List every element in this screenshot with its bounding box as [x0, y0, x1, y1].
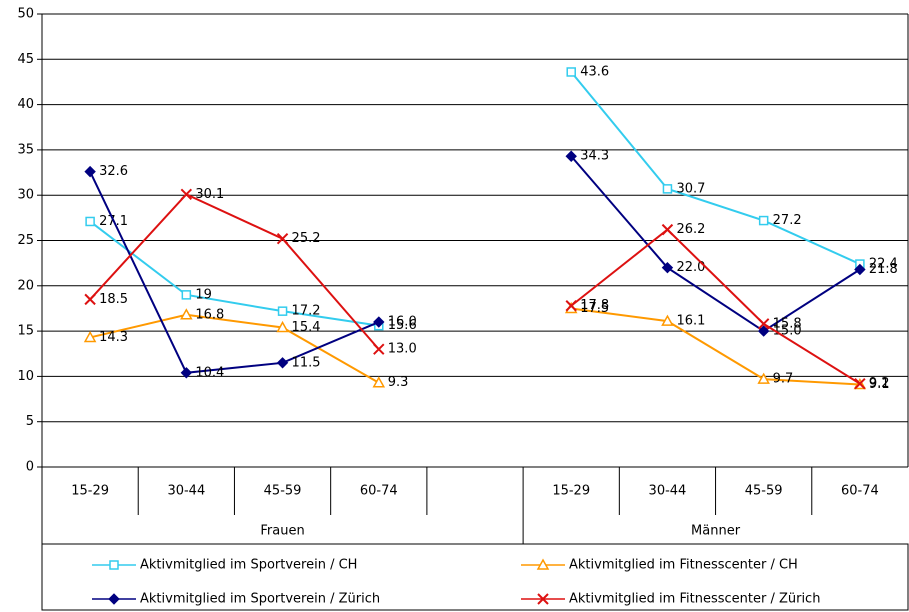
series-line — [89, 307, 860, 386]
y-tick-label: 25 — [17, 233, 34, 248]
legend-marker — [536, 558, 550, 570]
series-line — [89, 71, 861, 327]
y-tick-label: 20 — [17, 278, 34, 293]
x-tick-label: 45-59 — [745, 484, 783, 499]
marker — [180, 308, 193, 320]
x-tick-label: 60-74 — [841, 484, 879, 499]
group-label: Männer — [691, 524, 741, 539]
marker — [180, 188, 193, 201]
series-line — [89, 155, 861, 374]
legend-marker — [109, 560, 119, 570]
group-label: Frauen — [260, 524, 304, 539]
y-tick-label: 0 — [26, 460, 34, 475]
marker — [85, 216, 95, 227]
marker — [180, 367, 193, 379]
marker — [662, 184, 673, 194]
y-tick-label: 50 — [17, 7, 34, 22]
y-tick-label: 45 — [17, 52, 34, 67]
marker — [373, 316, 385, 328]
y-tick-label: 5 — [26, 414, 34, 429]
marker — [757, 372, 770, 384]
marker — [84, 165, 96, 178]
x-tick-label: 15-29 — [71, 484, 109, 499]
legend-label: Aktivmitglied im Fitnesscenter / Zürich — [569, 592, 820, 607]
marker — [83, 330, 97, 343]
marker — [854, 263, 866, 276]
marker — [757, 325, 770, 337]
marker — [757, 318, 770, 330]
data-label: 34.3 — [580, 149, 609, 164]
data-label: 15.8 — [773, 316, 802, 331]
marker — [758, 215, 769, 226]
marker — [373, 343, 385, 355]
data-label: 30.1 — [195, 187, 224, 202]
marker — [565, 300, 577, 312]
marker — [854, 377, 866, 390]
legend — [41, 543, 909, 611]
marker — [661, 223, 674, 236]
data-label: 16.8 — [195, 307, 224, 322]
x-tick-label: 15-29 — [552, 484, 590, 499]
marker — [372, 376, 386, 388]
data-label: 16.1 — [676, 314, 705, 329]
marker — [276, 320, 289, 333]
y-tick-label: 35 — [17, 142, 34, 157]
data-label: 17.2 — [292, 304, 321, 319]
data-label: 27.2 — [773, 213, 802, 228]
legend-marker — [108, 593, 120, 605]
legend-label: Aktivmitglied im Sportverein / Zürich — [140, 592, 380, 607]
data-label: 18.5 — [99, 292, 128, 307]
data-label: 10.4 — [195, 365, 224, 380]
x-tick-label: 60-74 — [360, 484, 398, 499]
data-label: 22.4 — [869, 257, 898, 272]
data-label: 19 — [195, 287, 212, 302]
y-tick-label: 40 — [17, 97, 34, 112]
legend-marker — [537, 593, 549, 605]
marker — [276, 357, 289, 369]
data-label: 11.5 — [292, 355, 321, 370]
marker — [565, 150, 577, 162]
data-label: 9.3 — [388, 375, 409, 390]
data-label: 25.2 — [292, 231, 321, 246]
data-label: 9.2 — [869, 376, 890, 391]
marker — [566, 67, 576, 77]
legend-label: Aktivmitglied im Sportverein / CH — [140, 558, 357, 573]
x-tick-label: 30-44 — [167, 484, 205, 499]
marker — [181, 290, 192, 300]
y-tick-label: 10 — [17, 369, 34, 384]
data-label: 15.4 — [292, 320, 321, 335]
marker — [661, 261, 674, 274]
data-label: 14.3 — [99, 330, 128, 345]
data-label: 32.6 — [99, 164, 128, 179]
data-label: 21.8 — [869, 262, 898, 277]
x-tick-label: 30-44 — [649, 484, 687, 499]
series-line — [89, 193, 861, 385]
marker — [84, 293, 96, 306]
data-label: 43.6 — [580, 64, 609, 79]
data-label: 9.7 — [773, 372, 794, 387]
data-label: 17.8 — [580, 298, 609, 313]
data-label: 9.1 — [869, 377, 890, 392]
data-label: 17.5 — [580, 301, 609, 316]
marker — [277, 306, 288, 316]
legend-label: Aktivmitglied im Fitnesscenter / CH — [569, 558, 798, 573]
data-label: 26.2 — [676, 222, 705, 237]
data-label: 16.0 — [388, 315, 417, 330]
data-label: 22.0 — [676, 260, 705, 275]
marker — [276, 232, 289, 245]
data-label: 30.7 — [676, 181, 705, 196]
data-label: 13.0 — [388, 342, 417, 357]
marker — [661, 314, 674, 326]
y-tick-label: 30 — [17, 188, 34, 203]
y-tick-label: 15 — [17, 324, 34, 339]
data-label: 15.6 — [388, 318, 417, 333]
x-tick-label: 45-59 — [264, 484, 302, 499]
